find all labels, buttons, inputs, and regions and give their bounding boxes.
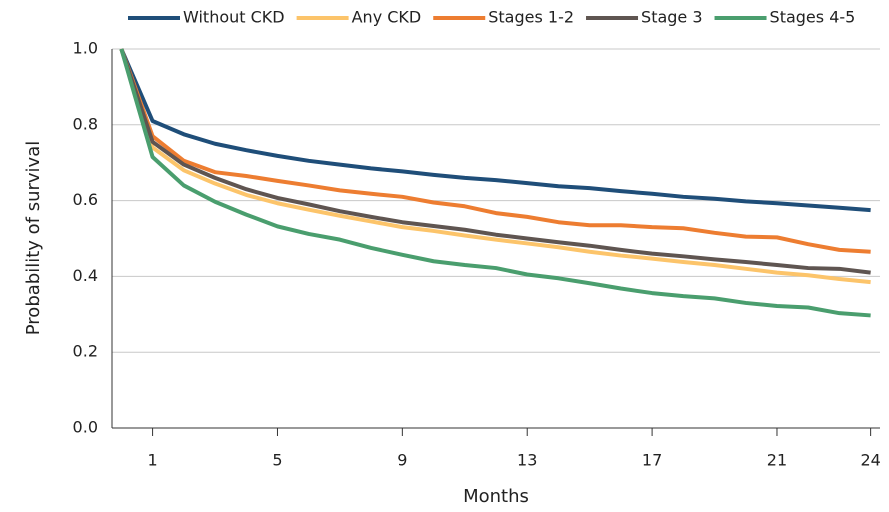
legend-label: Stage 3 [641, 8, 703, 27]
x-tick-label: 24 [860, 451, 880, 470]
y-tick-label: 0.6 [73, 190, 98, 209]
x-tick-label: 21 [767, 451, 787, 470]
legend-label: Stages 1-2 [488, 8, 574, 27]
x-axis-label: Months [463, 486, 529, 507]
y-tick-label: 0.8 [73, 114, 98, 133]
series-line [119, 48, 871, 213]
series-line [119, 48, 871, 318]
series-line [119, 48, 871, 275]
legend-label: Stages 4-5 [770, 8, 856, 27]
y-tick-label: 0.2 [73, 342, 98, 361]
x-tick-label: 9 [397, 451, 407, 470]
y-axis-label: Probability of survival [23, 141, 44, 335]
x-tick-label: 5 [272, 451, 282, 470]
series-line [119, 48, 871, 285]
y-tick-label: 0.0 [73, 418, 98, 437]
legend-label: Without CKD [183, 8, 285, 27]
x-tick-label: 13 [517, 451, 537, 470]
y-tick-label: 0.4 [73, 266, 98, 285]
legend-label: Any CKD [352, 8, 422, 27]
y-tick-label: 1.0 [73, 39, 98, 58]
series-line [119, 48, 871, 254]
x-tick-label: 1 [147, 451, 157, 470]
x-tick-label: 17 [642, 451, 662, 470]
